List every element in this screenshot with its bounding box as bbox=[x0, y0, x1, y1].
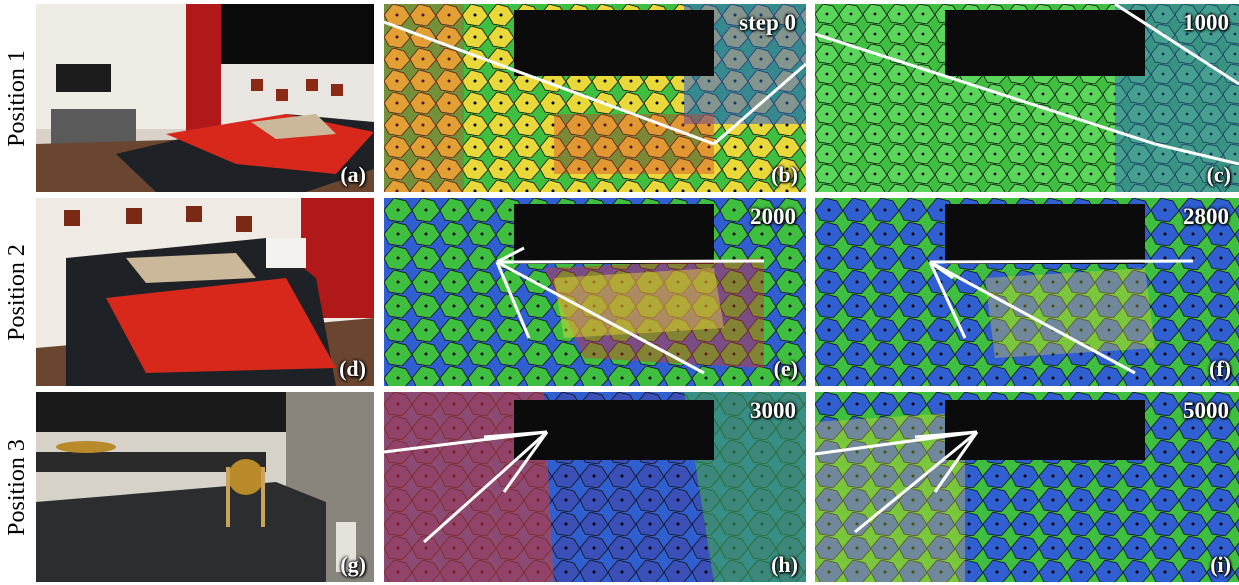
panel-b-tag: (b) bbox=[771, 162, 798, 187]
panel-f-voronoi: 2800 (f) bbox=[815, 198, 1239, 386]
panel-g-tag: (g) bbox=[340, 552, 366, 577]
row-label-position-3: Position 3 bbox=[3, 438, 30, 536]
panel-h-voronoi: 3000 (h) bbox=[384, 392, 806, 582]
voronoi-visualization-i bbox=[815, 392, 1239, 582]
voronoi-visualization-h bbox=[384, 392, 806, 582]
voronoi-visualization-f bbox=[815, 198, 1239, 386]
row-label-position-1: Position 1 bbox=[3, 49, 30, 147]
panel-h-tag: (h) bbox=[771, 552, 798, 577]
panel-d-tag: (d) bbox=[339, 356, 366, 381]
panel-b-voronoi: step 0 (b) bbox=[384, 4, 806, 192]
panel-e-step: 2000 bbox=[750, 204, 796, 229]
panel-g-render: (g) bbox=[36, 392, 374, 582]
panel-c-tag: (c) bbox=[1206, 162, 1231, 187]
panel-i-step: 5000 bbox=[1183, 398, 1229, 423]
panel-c-voronoi: 1000 (c) bbox=[815, 4, 1239, 192]
voronoi-visualization-c bbox=[815, 4, 1239, 192]
panel-e-voronoi: 2000 (e) bbox=[384, 198, 806, 386]
row-label-position-2: Position 2 bbox=[3, 243, 30, 341]
voronoi-visualization-e bbox=[384, 198, 806, 386]
panel-d-render: (d) bbox=[36, 198, 374, 386]
panel-h-step: 3000 bbox=[750, 398, 796, 423]
panel-c-step: 1000 bbox=[1183, 10, 1229, 35]
panel-f-step: 2800 bbox=[1183, 204, 1229, 229]
bedroom-render-1 bbox=[36, 4, 374, 192]
bedroom-render-3 bbox=[36, 392, 374, 582]
voronoi-visualization-b bbox=[384, 4, 806, 192]
panel-a-tag: (a) bbox=[340, 162, 366, 187]
panel-b-step: step 0 bbox=[739, 10, 796, 35]
panel-f-tag: (f) bbox=[1209, 356, 1231, 381]
panel-a-render: (a) bbox=[36, 4, 374, 192]
panel-i-voronoi: 5000 (i) bbox=[815, 392, 1239, 582]
panel-i-tag: (i) bbox=[1210, 552, 1231, 577]
bedroom-render-2 bbox=[36, 198, 374, 386]
panel-e-tag: (e) bbox=[773, 356, 798, 381]
